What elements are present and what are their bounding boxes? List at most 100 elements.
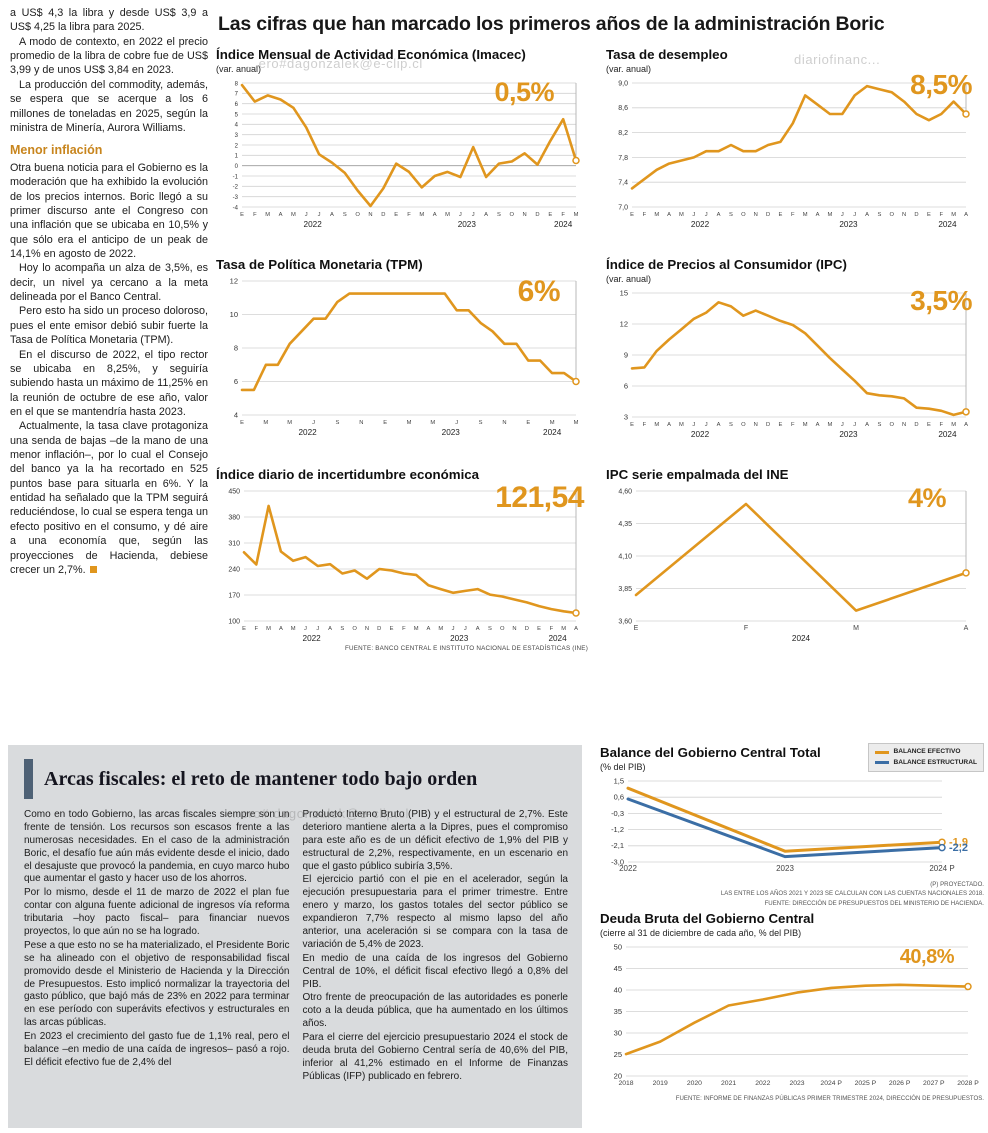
left-article-column: a US$ 4,3 la libra y desde US$ 3,9 a US$…	[10, 6, 208, 577]
chart-canvas-balance: 1,5 0,6 -0,3 -1,2 -2,1 -3,0 2022 2023 2024 P -1,9…	[600, 775, 984, 877]
chart-title: Tasa de desempleo	[606, 47, 728, 62]
svg-text:A: A	[574, 626, 578, 632]
svg-text:450: 450	[228, 488, 240, 495]
chart-card-imacec: Índice Mensual de Actividad Económica (I…	[216, 48, 588, 229]
svg-text:2023: 2023	[776, 864, 794, 873]
svg-text:M: M	[414, 626, 419, 632]
svg-text:J: J	[459, 212, 462, 218]
watermark-site: diariofinanc...	[794, 52, 881, 67]
svg-text:F: F	[643, 212, 647, 218]
chart-card-balance: BALANCE EFECTIVO BALANCE ESTRUCTURAL Bal…	[600, 743, 984, 908]
svg-text:3,60: 3,60	[618, 618, 632, 625]
svg-text:2022: 2022	[304, 220, 323, 229]
svg-text:-3,0: -3,0	[611, 857, 624, 866]
svg-text:2018: 2018	[618, 1080, 633, 1087]
svg-text:M: M	[574, 212, 579, 218]
svg-text:F: F	[791, 422, 795, 428]
svg-text:O: O	[741, 422, 746, 428]
svg-text:100: 100	[228, 618, 240, 625]
svg-text:D: D	[914, 422, 918, 428]
legend-item-estructural: BALANCE ESTRUCTURAL	[875, 758, 977, 769]
svg-text:7,4: 7,4	[618, 180, 628, 187]
value-label: 121,54	[495, 480, 584, 514]
svg-text:J: J	[853, 212, 856, 218]
paragraph: Por lo mismo, desde el 11 de marzo de 20…	[24, 887, 290, 938]
value-label: 4%	[907, 482, 947, 513]
svg-text:-2,1: -2,1	[611, 841, 624, 850]
svg-text:A: A	[427, 626, 431, 632]
svg-text:S: S	[479, 420, 483, 426]
svg-text:O: O	[355, 212, 360, 218]
legend-label: BALANCE ESTRUCTURAL	[893, 758, 977, 766]
svg-text:F: F	[561, 212, 565, 218]
legend-label: BALANCE EFECTIVO	[893, 748, 961, 755]
svg-text:F: F	[791, 212, 795, 218]
paragraph: Actualmente, la tasa clave protagoniza u…	[10, 420, 208, 576]
charts-source-note: FUENTE: BANCO CENTRAL E INSTITUTO NACION…	[344, 644, 588, 652]
paragraph: (P) PROYECTADO.	[930, 880, 984, 888]
svg-text:F: F	[939, 212, 943, 218]
svg-text:D: D	[525, 626, 529, 632]
svg-text:E: E	[927, 422, 931, 428]
svg-text:2023: 2023	[442, 428, 461, 437]
svg-text:N: N	[523, 212, 527, 218]
chart-canvas-imacec: 0,5% 8 7 6 5 4 3 2 1 0 -1 -2 -3 -4 E F M A M J J A S O N D E F M A M J…	[216, 77, 588, 229]
paragraph: Hoy lo acompaña un alza de 3,5%, es deci…	[10, 262, 208, 304]
chart-title: Índice Mensual de Actividad Económica (I…	[216, 47, 526, 62]
svg-text:A: A	[476, 626, 480, 632]
svg-text:M: M	[654, 422, 659, 428]
svg-text:7,0: 7,0	[618, 204, 628, 211]
svg-text:S: S	[497, 212, 501, 218]
svg-text:M: M	[951, 212, 956, 218]
watermark-email: ...ero#dagonzalek@e-clip.cl	[246, 56, 423, 71]
legend-swatch-blue	[875, 761, 890, 765]
svg-text:N: N	[902, 212, 906, 218]
fiscal-panel: Arcas fiscales: el reto de mantener todo…	[8, 745, 582, 1128]
svg-text:D: D	[377, 626, 381, 632]
value-label: 0,5%	[494, 76, 554, 107]
paragraph: A modo de contexto, en 2022 el precio pr…	[10, 35, 208, 77]
svg-text:2024 P: 2024 P	[929, 864, 954, 873]
svg-text:S: S	[335, 420, 339, 426]
svg-text:-3: -3	[233, 195, 239, 201]
chart-title: Índice diario de incertidumbre económica	[216, 467, 480, 482]
svg-text:-1: -1	[233, 174, 239, 180]
svg-text:M: M	[438, 626, 443, 632]
svg-text:30: 30	[614, 1028, 622, 1037]
svg-text:10: 10	[230, 310, 238, 319]
svg-text:2025 P: 2025 P	[855, 1080, 877, 1087]
chart-footnotes: (P) PROYECTADO. LAS ENTRE LOS AÑOS 2021 Y…	[600, 880, 984, 908]
svg-text:6: 6	[234, 377, 238, 386]
svg-text:O: O	[510, 212, 515, 218]
svg-text:E: E	[548, 212, 552, 218]
accent-bar	[24, 759, 33, 799]
svg-text:-0,3: -0,3	[611, 809, 624, 818]
svg-text:E: E	[390, 626, 394, 632]
svg-text:2021: 2021	[721, 1080, 736, 1087]
svg-text:M: M	[407, 420, 412, 426]
svg-text:J: J	[316, 626, 319, 632]
svg-text:4,35: 4,35	[618, 521, 632, 528]
svg-text:2019: 2019	[653, 1080, 668, 1087]
svg-text:M: M	[574, 420, 579, 426]
svg-text:E: E	[630, 212, 634, 218]
svg-text:12: 12	[620, 319, 628, 328]
chart-card-deuda: Deuda Bruta del Gobierno Central (cierre…	[600, 912, 984, 1103]
svg-text:2024 P: 2024 P	[820, 1080, 842, 1087]
chart-title: IPC serie empalmada del INE	[606, 467, 789, 482]
article-end-mark	[89, 565, 97, 573]
svg-text:15: 15	[620, 288, 628, 297]
svg-text:1,5: 1,5	[614, 776, 624, 785]
svg-text:M: M	[419, 212, 424, 218]
svg-text:O: O	[352, 626, 357, 632]
page-title: Las cifras que han marcado los primeros …	[218, 13, 885, 35]
svg-text:E: E	[240, 212, 244, 218]
svg-text:2022: 2022	[691, 430, 710, 439]
chart-card-incertidumbre: Índice diario de incertidumbre económica…	[216, 468, 588, 652]
article-subheading: Menor inflación	[10, 143, 103, 158]
svg-text:J: J	[318, 212, 321, 218]
svg-text:F: F	[402, 626, 406, 632]
svg-text:50: 50	[614, 942, 622, 951]
svg-text:A: A	[433, 212, 437, 218]
svg-text:170: 170	[228, 592, 240, 599]
